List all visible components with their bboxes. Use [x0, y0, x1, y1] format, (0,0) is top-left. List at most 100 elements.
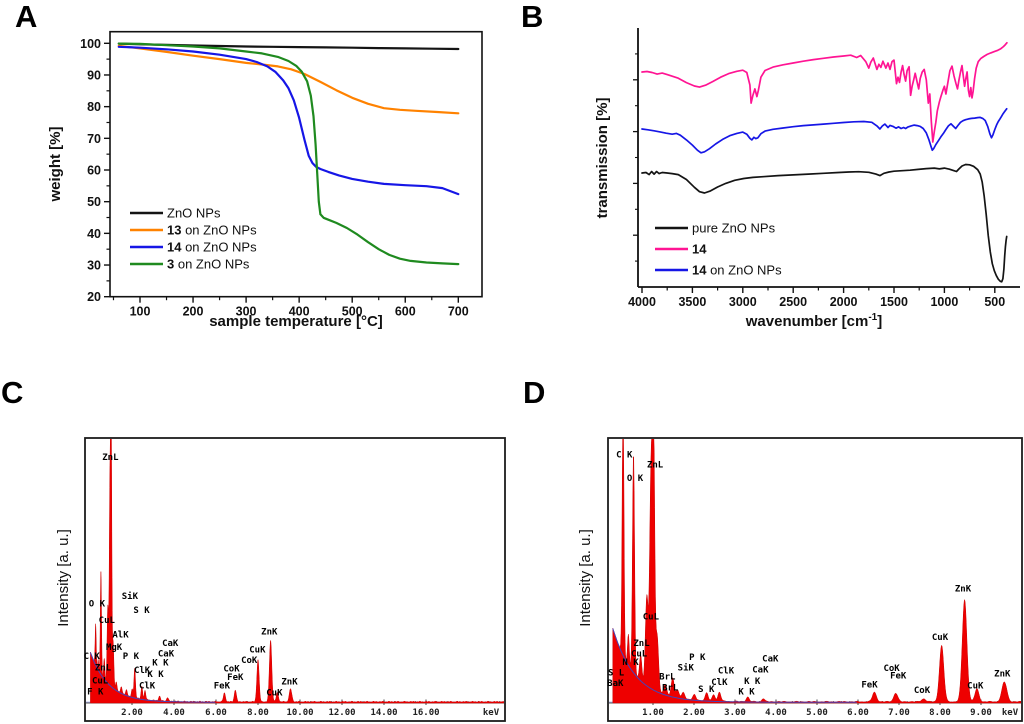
svg-text:600: 600 — [395, 305, 416, 319]
svg-text:1000: 1000 — [930, 295, 958, 309]
svg-text:BaK: BaK — [607, 679, 624, 689]
svg-text:2.00: 2.00 — [121, 708, 143, 718]
svg-text:13 on ZnO NPs: 13 on ZnO NPs — [167, 223, 257, 238]
svg-text:30: 30 — [87, 259, 101, 273]
svg-text:3 on ZnO NPs: 3 on ZnO NPs — [167, 257, 250, 272]
svg-text:14: 14 — [692, 242, 707, 257]
svg-text:4.00: 4.00 — [765, 708, 787, 718]
svg-text:200: 200 — [183, 305, 204, 319]
svg-text:14 on ZnO NPs: 14 on ZnO NPs — [692, 263, 782, 278]
svg-text:CoK: CoK — [223, 665, 240, 675]
svg-text:C K: C K — [616, 451, 633, 461]
panel-a-letter: A — [15, 0, 38, 34]
svg-text:keV: keV — [483, 708, 500, 718]
svg-text:1500: 1500 — [880, 295, 908, 309]
svg-text:K K: K K — [147, 670, 164, 680]
svg-text:SiK: SiK — [122, 591, 139, 602]
tga-chart-panel-a: 100 200 300 400 500 600 700 20 30 40 50 60 70 80 90 100… — [47, 30, 483, 330]
svg-text:P K: P K — [689, 653, 706, 663]
svg-text:60: 60 — [87, 164, 101, 178]
svg-text:CuL: CuL — [99, 616, 116, 626]
svg-text:16.00: 16.00 — [412, 708, 439, 718]
svg-text:100: 100 — [80, 37, 101, 51]
svg-text:CoK: CoK — [241, 656, 258, 666]
svg-text:ClK: ClK — [711, 678, 728, 688]
svg-text:AlK: AlK — [112, 630, 129, 640]
svg-text:wavenumber [cm-1]: wavenumber [cm-1] — [745, 312, 882, 330]
svg-text:CuK: CuK — [967, 681, 984, 691]
svg-text:6.00: 6.00 — [847, 708, 869, 718]
svg-text:40: 40 — [87, 227, 101, 241]
svg-text:CuL: CuL — [92, 677, 109, 687]
svg-text:K K: K K — [744, 677, 761, 687]
svg-text:S K: S K — [133, 606, 150, 616]
svg-text:N K: N K — [622, 658, 639, 668]
svg-text:sample temperature [°C]: sample temperature [°C] — [209, 313, 383, 330]
panel-b-letter: B — [521, 0, 544, 34]
svg-text:pure ZnO NPs: pure ZnO NPs — [692, 221, 776, 236]
ftir-chart-panel-b: 4000 3500 3000 2500 2000 1500 1000 500 pure ZnO … — [594, 28, 1020, 330]
svg-text:14 on ZnO NPs: 14 on ZnO NPs — [167, 240, 257, 255]
svg-text:90: 90 — [87, 68, 101, 82]
svg-text:3000: 3000 — [729, 295, 757, 309]
svg-text:FeK: FeK — [890, 672, 907, 682]
svg-text:8.00: 8.00 — [247, 708, 269, 718]
panel-c-y-axis-label: Intensity [a. u.] — [55, 529, 72, 627]
svg-text:9.00: 9.00 — [970, 708, 992, 718]
svg-text:S K: S K — [698, 685, 715, 695]
svg-text:FeK: FeK — [214, 681, 231, 691]
svg-text:CaK: CaK — [762, 655, 779, 665]
svg-text:10.00: 10.00 — [286, 708, 313, 718]
svg-text:300: 300 — [236, 305, 257, 319]
svg-text:3.00: 3.00 — [724, 708, 746, 718]
svg-text:400: 400 — [289, 305, 310, 319]
svg-text:8.00: 8.00 — [929, 708, 951, 718]
svg-text:2500: 2500 — [779, 295, 807, 309]
svg-text:F K: F K — [87, 688, 104, 698]
edx-spectrum-panel-d: 1.00 2.00 3.00 4.00 5.00 6.00 7.00 8.00 9.00 keV C… — [607, 437, 1023, 722]
svg-text:ZnL: ZnL — [647, 461, 664, 471]
svg-text:500: 500 — [342, 305, 363, 319]
svg-text:ZnL: ZnL — [102, 453, 119, 463]
svg-text:7.00: 7.00 — [888, 708, 910, 718]
panel-d-y-axis-label: Intensity [a. u.] — [577, 529, 594, 627]
svg-text:2000: 2000 — [830, 295, 858, 309]
svg-text:1.00: 1.00 — [642, 708, 664, 718]
svg-text:BrL: BrL — [659, 672, 676, 682]
svg-text:700: 700 — [448, 305, 469, 319]
svg-text:CaK: CaK — [158, 649, 175, 659]
svg-text:ZnK: ZnK — [955, 584, 972, 594]
svg-text:MgK: MgK — [106, 643, 123, 653]
svg-text:14.00: 14.00 — [370, 708, 397, 718]
svg-text:70: 70 — [87, 132, 101, 146]
svg-text:CuK: CuK — [932, 633, 949, 643]
svg-text:CoK: CoK — [914, 686, 931, 696]
panel-c-letter: C — [1, 375, 24, 410]
svg-text:3500: 3500 — [678, 295, 706, 309]
svg-text:500: 500 — [984, 295, 1005, 309]
edx-spectrum-panel-c: 2.00 4.00 6.00 8.00 10.00 12.00 14.00 16.00 keV Z… — [84, 437, 506, 722]
svg-text:ZnK: ZnK — [281, 677, 298, 687]
svg-text:transmission [%]: transmission [%] — [594, 98, 611, 219]
svg-text:ClK: ClK — [139, 681, 156, 691]
svg-text:CuK: CuK — [249, 646, 266, 656]
svg-text:100: 100 — [130, 305, 151, 319]
svg-text:keV: keV — [1002, 708, 1019, 718]
svg-text:FeK: FeK — [227, 673, 244, 683]
svg-text:C K: C K — [84, 652, 101, 662]
svg-text:ClK: ClK — [134, 666, 151, 676]
svg-text:P K: P K — [123, 652, 140, 662]
svg-text:ZnL: ZnL — [95, 663, 112, 673]
svg-text:80: 80 — [87, 100, 101, 114]
svg-text:20: 20 — [87, 290, 101, 304]
svg-text:CuK: CuK — [266, 688, 283, 698]
svg-text:CuL: CuL — [643, 612, 660, 622]
svg-text:FeK: FeK — [861, 681, 878, 691]
svg-text:S L: S L — [608, 669, 625, 679]
svg-text:CaK: CaK — [162, 639, 179, 649]
svg-text:ZnL: ZnL — [633, 639, 650, 649]
svg-text:SiK: SiK — [678, 662, 695, 673]
svg-text:CoK: CoK — [883, 664, 900, 674]
svg-text:6.00: 6.00 — [205, 708, 227, 718]
